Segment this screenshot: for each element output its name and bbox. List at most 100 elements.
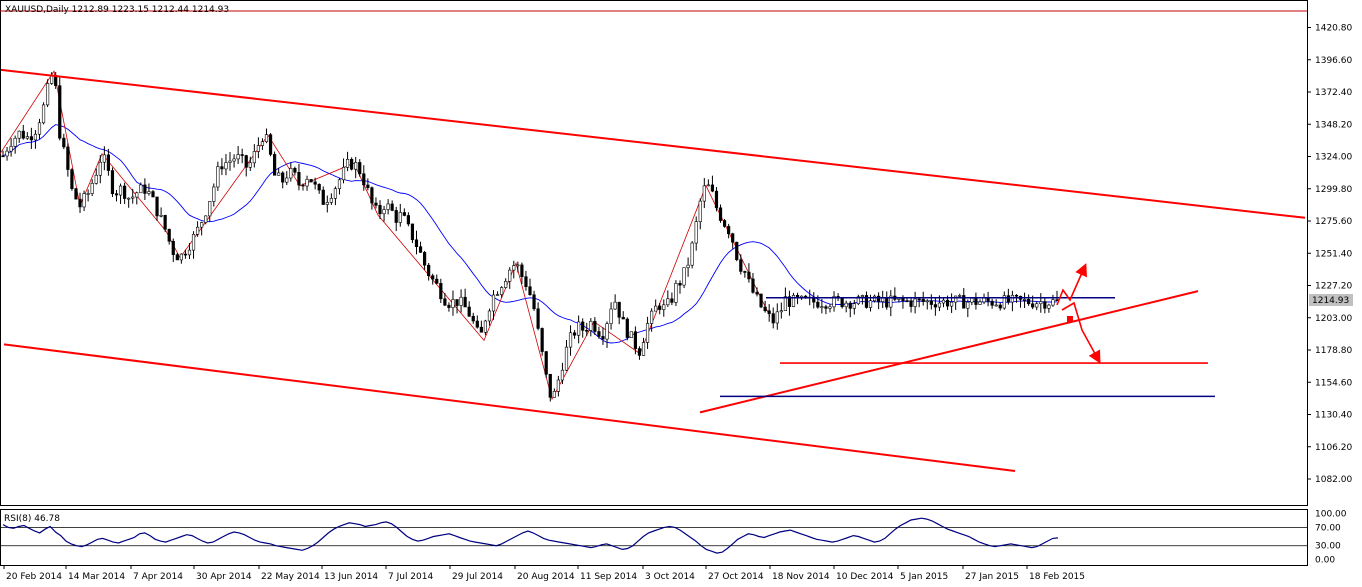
candle-body — [86, 193, 90, 195]
candle-body — [183, 253, 188, 256]
candle-body — [62, 137, 66, 148]
trend-line — [3, 343, 1016, 472]
candle-body — [844, 302, 848, 308]
candle-body — [309, 179, 313, 183]
candle-body — [739, 259, 743, 272]
current-price-box — [1309, 294, 1353, 306]
x-tick-label: 20 Feb 2014 — [6, 572, 62, 582]
candle-body — [159, 214, 163, 217]
trend-line — [0, 68, 1306, 219]
candle-body — [593, 320, 597, 332]
candle-body — [74, 188, 78, 200]
candle-body — [722, 220, 727, 227]
candle-body — [585, 330, 589, 332]
candle-body — [487, 310, 492, 322]
candle-body — [127, 197, 131, 200]
candle-body — [459, 296, 463, 306]
rsi-tick-label: 70.00 — [1315, 523, 1341, 533]
candle-body — [240, 154, 244, 156]
candle-body — [268, 134, 273, 155]
candle-body — [783, 296, 787, 311]
candle-body — [824, 306, 828, 309]
candle-body — [228, 160, 232, 163]
candle-body — [982, 297, 986, 303]
candle-body — [41, 104, 46, 124]
candle-body — [929, 300, 933, 305]
candle-body — [1006, 295, 1010, 303]
candle-body — [475, 320, 479, 328]
candle-body — [771, 313, 775, 324]
y-tick-label: 1251.40 — [1315, 249, 1352, 259]
candle-body — [528, 286, 532, 296]
candle-body — [516, 264, 520, 267]
candle-body — [702, 185, 706, 202]
candle-body — [354, 162, 358, 170]
candle-body — [755, 292, 759, 295]
candle-body — [118, 185, 123, 196]
candle-body — [556, 379, 560, 392]
candle-body — [114, 193, 119, 196]
candle-body — [787, 296, 792, 307]
candle-body — [848, 302, 852, 309]
y-tick-label: 1106.20 — [1315, 443, 1352, 453]
candle-body — [885, 297, 889, 308]
candle-body — [868, 300, 873, 308]
x-tick-label: 22 May 2014 — [261, 572, 320, 582]
candle-body — [427, 264, 431, 277]
candle-body — [471, 315, 475, 322]
candle-body — [212, 186, 216, 202]
candle-body — [512, 265, 516, 271]
x-axis: 20 Feb 2014 14 Mar 2014 7 Apr 2014 30 Apr 2… — [3, 565, 1085, 582]
candle-body — [949, 301, 954, 307]
candle-body — [775, 311, 779, 324]
candle-body — [358, 162, 362, 175]
candle-body — [175, 254, 179, 261]
candle-body — [532, 294, 536, 310]
rsi-indicator: 100.00 70.00 30.00 0.00 — [0, 510, 1347, 566]
candle-body — [674, 283, 678, 303]
bullish-scenario-arrow — [1056, 263, 1087, 306]
horizontal-levels — [720, 296, 1215, 398]
candle-body — [597, 331, 601, 337]
candle-body — [244, 155, 248, 168]
candle-body — [901, 298, 905, 301]
candle-body — [297, 172, 301, 186]
candle-body — [767, 310, 771, 314]
candle-body — [1002, 295, 1006, 309]
candle-body — [289, 168, 293, 179]
candle-body — [747, 271, 751, 280]
candle-body — [864, 295, 869, 308]
rsi-panel-frame — [0, 509, 1308, 566]
candle-body — [463, 296, 467, 308]
candle-body — [686, 264, 690, 268]
candle-body — [333, 188, 338, 199]
bearish-scenario-arrow — [1061, 301, 1101, 364]
candle-body — [418, 246, 423, 253]
candle-body — [29, 136, 33, 141]
candle-body — [455, 299, 459, 306]
candle-body — [714, 190, 719, 209]
y-tick-label: 1396.60 — [1315, 56, 1352, 66]
candle-body — [386, 203, 390, 210]
candle-body — [483, 320, 488, 333]
x-tick-label: 30 Apr 2014 — [196, 572, 252, 582]
candle-body — [70, 169, 74, 189]
candle-body — [350, 159, 354, 170]
x-tick-label: 14 Mar 2014 — [68, 572, 125, 582]
candle-body — [954, 295, 958, 303]
candle-body — [581, 321, 585, 331]
candle-body — [763, 306, 767, 312]
trend-lines — [0, 68, 1306, 472]
x-tick-label: 10 Dec 2014 — [836, 572, 894, 582]
candle-body — [881, 297, 885, 302]
candle-body — [520, 264, 524, 277]
candle-body — [670, 298, 674, 303]
candle-body — [78, 198, 82, 208]
candle-body — [106, 154, 110, 171]
candle-body — [414, 239, 419, 248]
candle-body — [374, 202, 378, 206]
candle-body — [301, 184, 305, 187]
candle-body — [66, 146, 70, 170]
candle-body — [147, 191, 151, 194]
